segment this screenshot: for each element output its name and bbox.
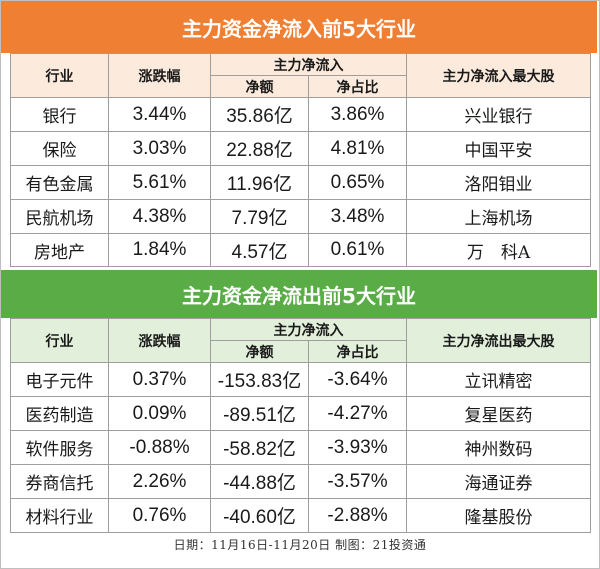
- net-cell: -40.60亿: [210, 498, 309, 533]
- stock-cell: 隆基股份: [406, 498, 591, 533]
- net-cell: -58.82亿: [210, 430, 309, 465]
- outflow-table: 行业 涨跌幅 主力净流入 主力净流出最大股 净额 净占比 电子元件 0.37% …: [10, 318, 591, 533]
- industry-cell: 医药制造: [10, 396, 109, 431]
- inflow-header-change: 涨跌幅: [108, 53, 211, 98]
- inflow-title: 主力资金净流入前5大行业: [182, 16, 416, 41]
- ratio-cell: -3.57%: [308, 464, 407, 499]
- ratio-cell: -3.93%: [308, 430, 407, 465]
- net-cell: 22.88亿: [210, 131, 309, 166]
- ratio-cell: -2.88%: [308, 498, 407, 533]
- table-row: 医药制造 0.09% -89.51亿 -4.27% 复星医药: [10, 396, 591, 431]
- net-cell: -44.88亿: [210, 464, 309, 499]
- table-row: 材料行业 0.76% -40.60亿 -2.88% 隆基股份: [10, 498, 591, 533]
- industry-cell: 材料行业: [10, 498, 109, 533]
- change-cell: -0.88%: [108, 430, 211, 465]
- ratio-cell: -4.27%: [308, 396, 407, 431]
- net-cell: 35.86亿: [210, 97, 309, 132]
- table-row: 保险 3.03% 22.88亿 4.81% 中国平安: [10, 131, 591, 166]
- stock-cell: 中国平安: [406, 131, 591, 166]
- outflow-header-industry: 行业: [10, 318, 109, 363]
- stock-cell: 洛阳钼业: [406, 165, 591, 200]
- table-row: 房地产 1.84% 4.57亿 0.61% 万 科A: [10, 233, 591, 267]
- inflow-header-group: 主力净流入: [210, 53, 407, 76]
- outflow-header-top-stock: 主力净流出最大股: [406, 318, 591, 363]
- outflow-header-group: 主力净流入: [210, 318, 407, 341]
- industry-cell: 软件服务: [10, 430, 109, 465]
- ratio-cell: 3.48%: [308, 199, 407, 234]
- change-cell: 1.84%: [108, 233, 211, 267]
- ratio-cell: 3.86%: [308, 97, 407, 132]
- industry-cell: 电子元件: [10, 362, 109, 397]
- inflow-table: 行业 涨跌幅 主力净流入 主力净流入最大股 净额 净占比 银行 3.44% 35…: [10, 53, 591, 267]
- inflow-header-net: 净额: [210, 75, 309, 98]
- change-cell: 0.37%: [108, 362, 211, 397]
- inflow-title-banner: 主力资金净流入前5大行业: [1, 1, 597, 53]
- stock-cell: 兴业银行: [406, 97, 591, 132]
- ratio-cell: 4.81%: [308, 131, 407, 166]
- stock-cell: 万 科A: [406, 233, 591, 267]
- net-cell: 7.79亿: [210, 199, 309, 234]
- industry-cell: 有色金属: [10, 165, 109, 200]
- stock-cell: 复星医药: [406, 396, 591, 431]
- net-cell: 4.57亿: [210, 233, 309, 267]
- outflow-header-change: 涨跌幅: [108, 318, 211, 363]
- net-cell: -89.51亿: [210, 396, 309, 431]
- change-cell: 0.76%: [108, 498, 211, 533]
- change-cell: 4.38%: [108, 199, 211, 234]
- industry-cell: 民航机场: [10, 199, 109, 234]
- outflow-header-ratio: 净占比: [308, 340, 407, 363]
- table-row: 有色金属 5.61% 11.96亿 0.65% 洛阳钼业: [10, 165, 591, 200]
- source-footer: 日期：11月16日-11月20日 制图：21投资通: [173, 538, 427, 552]
- change-cell: 3.44%: [108, 97, 211, 132]
- table-row: 电子元件 0.37% -153.83亿 -3.64% 立讯精密: [10, 362, 591, 397]
- stock-cell: 神州数码: [406, 430, 591, 465]
- outflow-header-net: 净额: [210, 340, 309, 363]
- change-cell: 2.26%: [108, 464, 211, 499]
- change-cell: 5.61%: [108, 165, 211, 200]
- outflow-title-banner: 主力资金净流出前5大行业: [1, 270, 597, 318]
- inflow-header-industry: 行业: [10, 53, 109, 98]
- stock-cell: 立讯精密: [406, 362, 591, 397]
- ratio-cell: 0.65%: [308, 165, 407, 200]
- inflow-header-top-stock: 主力净流入最大股: [406, 53, 591, 98]
- stock-cell: 海通证券: [406, 464, 591, 499]
- ratio-cell: -3.64%: [308, 362, 407, 397]
- industry-cell: 房地产: [10, 233, 109, 267]
- outflow-header-row: 行业 涨跌幅 主力净流入 主力净流出最大股: [10, 318, 591, 363]
- ratio-cell: 0.61%: [308, 233, 407, 267]
- net-cell: 11.96亿: [210, 165, 309, 200]
- industry-cell: 券商信托: [10, 464, 109, 499]
- change-cell: 3.03%: [108, 131, 211, 166]
- inflow-header-ratio: 净占比: [308, 75, 407, 98]
- industry-cell: 保险: [10, 131, 109, 166]
- table-row: 民航机场 4.38% 7.79亿 3.48% 上海机场: [10, 199, 591, 234]
- table-row: 券商信托 2.26% -44.88亿 -3.57% 海通证券: [10, 464, 591, 499]
- stock-cell: 上海机场: [406, 199, 591, 234]
- table-row: 银行 3.44% 35.86亿 3.86% 兴业银行: [10, 97, 591, 132]
- inflow-header-row: 行业 涨跌幅 主力净流入 主力净流入最大股: [10, 53, 591, 98]
- table-row: 软件服务 -0.88% -58.82亿 -3.93% 神州数码: [10, 430, 591, 465]
- change-cell: 0.09%: [108, 396, 211, 431]
- outflow-title: 主力资金净流出前5大行业: [182, 283, 416, 308]
- industry-cell: 银行: [10, 97, 109, 132]
- net-cell: -153.83亿: [210, 362, 309, 397]
